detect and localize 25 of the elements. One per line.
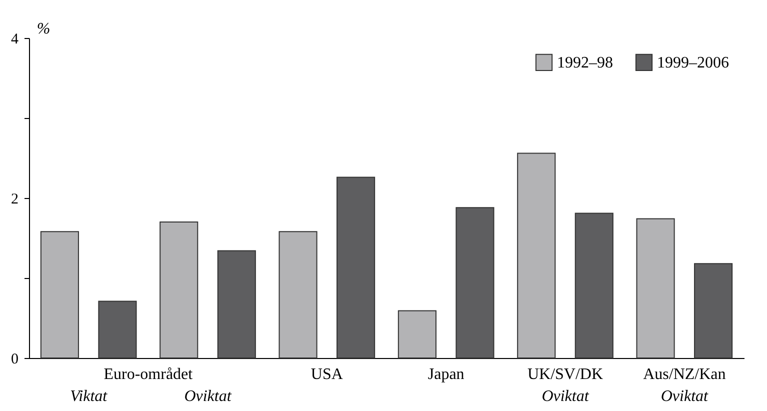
bar <box>217 250 256 358</box>
x-tick-label: Viktat <box>70 388 108 405</box>
legend-label: 1999–2006 <box>657 54 729 72</box>
bar <box>278 231 318 358</box>
x-tick-label: USA <box>310 366 344 383</box>
text: Euro-området <box>104 366 194 383</box>
y-axis-title: % <box>36 20 50 38</box>
x-tick-label: Oviktat <box>184 388 232 405</box>
legend-label: 1992–98 <box>557 54 613 72</box>
y-tick-label: 2 <box>11 192 18 208</box>
bar <box>40 231 79 358</box>
bar <box>574 212 614 358</box>
bar <box>98 300 137 358</box>
bar <box>456 207 494 358</box>
bar <box>636 218 675 358</box>
x-tick-label: Japan <box>428 366 464 383</box>
bar <box>336 176 376 358</box>
y-tick-label: 4 <box>11 32 19 48</box>
category-label: Aus/NZ/Kan Oviktat <box>643 366 726 405</box>
bar <box>398 310 436 358</box>
y-tick-label: 0 <box>11 352 18 368</box>
bar <box>517 152 556 358</box>
bar <box>160 222 198 358</box>
bar <box>694 263 733 358</box>
category-label: UK/SV/DK Oviktat <box>527 366 604 405</box>
